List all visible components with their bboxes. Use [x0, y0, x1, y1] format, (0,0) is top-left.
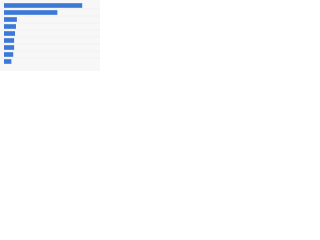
chart	[0, 0, 100, 71]
page: {"chart_data": {"type": "bar", "orientat…	[0, 0, 320, 71]
bar	[4, 17, 17, 22]
bar	[4, 52, 14, 57]
bar	[4, 10, 58, 15]
bar	[4, 59, 12, 64]
bar	[4, 3, 83, 8]
bar	[4, 24, 16, 29]
bar	[4, 31, 16, 36]
bar	[4, 45, 15, 50]
bar	[4, 38, 15, 43]
